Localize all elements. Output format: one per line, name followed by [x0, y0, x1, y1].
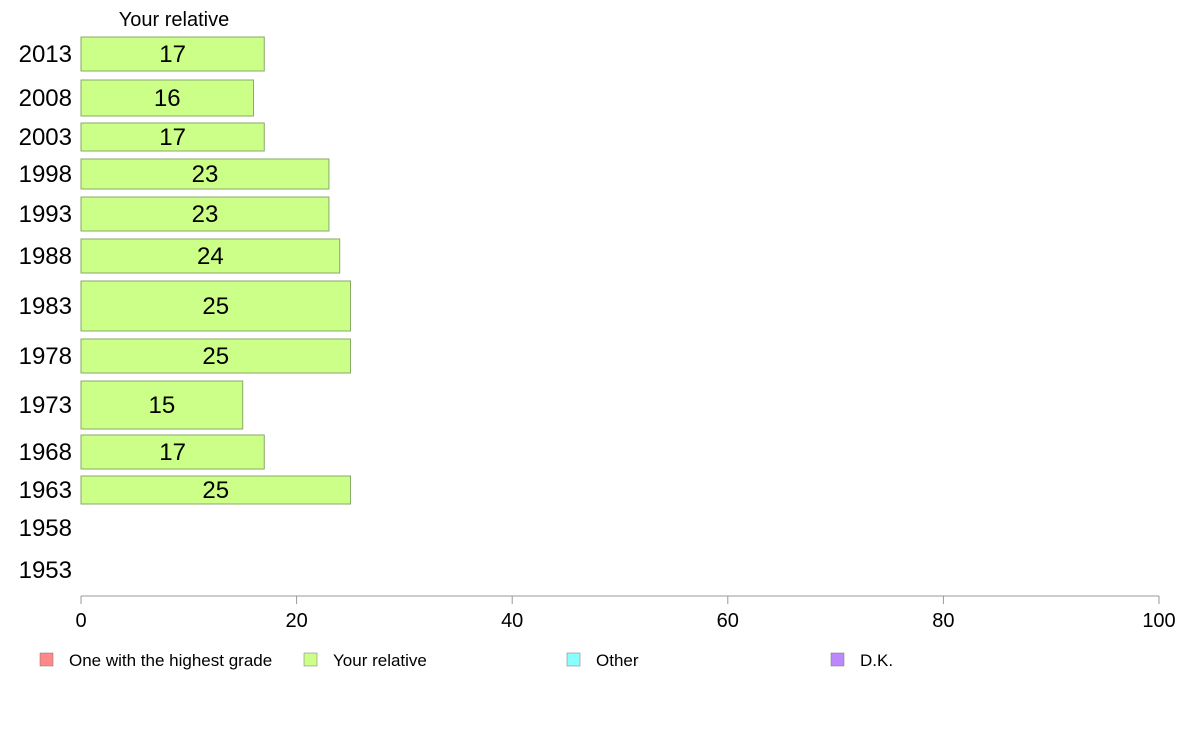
data-label: 16 [154, 85, 181, 112]
category-label: 1978 [19, 343, 72, 370]
category-label: 2008 [19, 85, 72, 112]
data-label: 17 [159, 439, 186, 466]
category-label: 1983 [19, 293, 72, 320]
category-label: 1988 [19, 243, 72, 270]
category-label: 1958 [19, 515, 72, 542]
bar [80, 280, 351, 332]
category-label: 1973 [19, 392, 72, 419]
legend: One with the highest grade Your relative O… [39, 651, 893, 670]
bar [80, 122, 265, 152]
category-label: 2003 [19, 124, 72, 151]
x-axis: 0 20 40 60 80 100 [75, 595, 1176, 632]
x-tick-label: 20 [285, 610, 307, 632]
category-label: 1993 [19, 201, 72, 228]
data-label: 25 [202, 343, 229, 370]
category-label: 1968 [19, 439, 72, 466]
legend-label: Other [596, 651, 639, 670]
x-tick-label: 60 [717, 610, 739, 632]
x-tick-label: 40 [501, 610, 523, 632]
bar [80, 380, 244, 430]
bar [80, 36, 265, 72]
category-label: 1963 [19, 477, 72, 504]
bar [80, 158, 330, 190]
category-label: 1998 [19, 161, 72, 188]
category-labels: 2013 2008 2003 1998 1993 1988 1983 1978 1973 1968… [19, 41, 72, 584]
data-label: 25 [202, 293, 229, 320]
data-label: 17 [159, 41, 186, 68]
bar [80, 79, 254, 117]
data-label: 23 [192, 161, 219, 188]
data-label: 25 [202, 477, 229, 504]
bar [80, 196, 330, 232]
legend-swatch [39, 652, 54, 667]
legend-swatch [303, 652, 318, 667]
legend-swatch [830, 652, 845, 667]
legend-label: One with the highest grade [69, 651, 272, 670]
data-label: 15 [148, 392, 175, 419]
category-label: 2013 [19, 41, 72, 68]
bar [80, 475, 351, 505]
legend-swatch [566, 652, 581, 667]
x-tick-label: 80 [932, 610, 954, 632]
data-label: 23 [192, 201, 219, 228]
bar [80, 238, 341, 274]
data-label: 24 [197, 243, 224, 270]
data-label: 17 [159, 124, 186, 151]
bar [80, 338, 351, 374]
bar [80, 434, 265, 470]
category-label: 1953 [19, 557, 72, 584]
x-tick-label: 100 [1142, 610, 1175, 632]
series-header: Your relative [119, 9, 229, 31]
x-tick-label: 0 [75, 610, 86, 632]
legend-label: D.K. [860, 651, 893, 670]
legend-label: Your relative [333, 651, 427, 670]
